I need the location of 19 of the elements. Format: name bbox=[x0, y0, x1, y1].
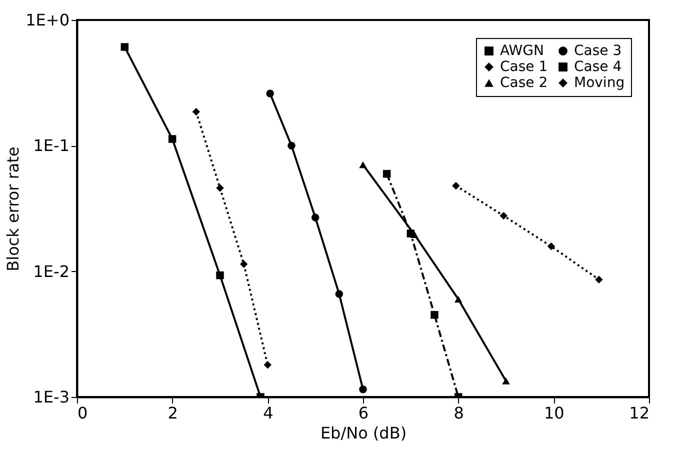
x-tick-label: 12 bbox=[629, 404, 650, 422]
legend-label: Case 2 bbox=[500, 75, 548, 91]
x-tick-label: 4 bbox=[263, 404, 274, 422]
legend-label: AWGN bbox=[500, 43, 544, 59]
y-tick-label: 1E-1 bbox=[33, 136, 70, 156]
y-tick-label: 1E+0 bbox=[26, 10, 70, 30]
legend-label: Case 1 bbox=[500, 59, 548, 75]
x-tick-label: 10 bbox=[544, 404, 564, 422]
y-tick-label: 1E-2 bbox=[33, 262, 70, 281]
x-tick-label: 2 bbox=[168, 404, 178, 422]
x-tick-label: 6 bbox=[358, 404, 369, 422]
legend-label: Moving bbox=[574, 75, 625, 91]
legend-label: Case 4 bbox=[574, 59, 622, 75]
y-tick-label: 1E-3 bbox=[33, 388, 70, 406]
x-tick-label: 0 bbox=[78, 404, 88, 422]
x-tick-label: 8 bbox=[454, 404, 464, 422]
x-axis-title: Eb/No (dB) bbox=[320, 424, 407, 442]
legend-label: Case 3 bbox=[574, 43, 622, 59]
y-axis-title: Block error rate bbox=[4, 146, 23, 272]
